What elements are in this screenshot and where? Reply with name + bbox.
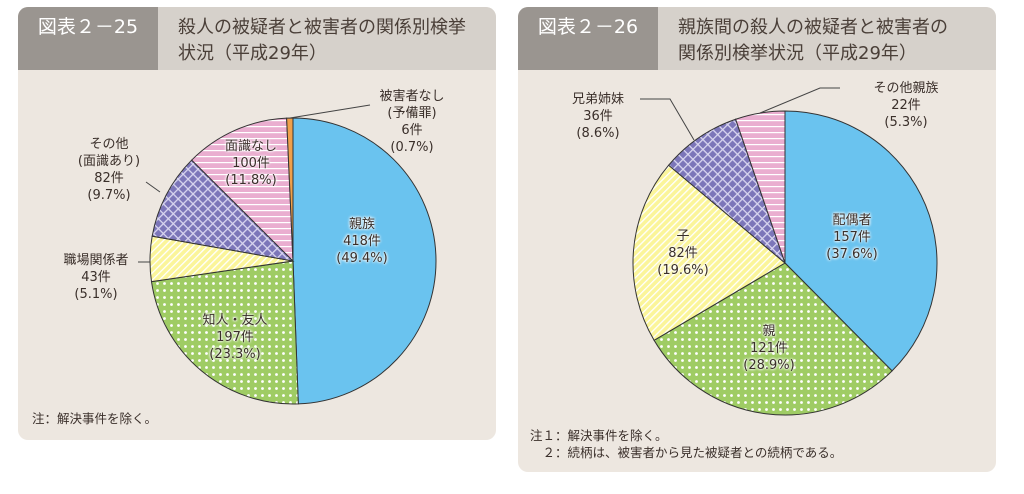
- slice-label-sonota: その他 (面識あり) 82件 (9.7%): [77, 137, 141, 203]
- pie-slice: [632, 164, 786, 341]
- pie-slice: [150, 260, 299, 405]
- pie-slice: [667, 118, 787, 265]
- slice-label-sonota-shinzoku: その他親族 22件 (5.3%): [873, 81, 939, 130]
- note: 注１：解決事件を除く。: [530, 428, 668, 443]
- pie-slice: [151, 159, 295, 262]
- pie-slice: [292, 117, 437, 405]
- chart-title: 親族間の殺人の被疑者と被害者の 関係別検挙状況（平成29年）: [678, 15, 986, 67]
- slice-label-shinzoku: 親族 418件 (49.4%): [336, 217, 388, 266]
- leader-line: [289, 104, 371, 119]
- note: ２：続柄は、被害者から見た被疑者との続柄である。: [530, 445, 843, 460]
- pie-slice: [653, 262, 893, 416]
- slice-label-higaishanashi: 被害者なし (予備罪) 6件 (0.7%): [379, 89, 445, 155]
- title-line: 殺人の被疑者と被害者の関係別検挙: [178, 17, 466, 38]
- slice-label-menshikinashi: 面識なし 100件 (11.8%): [224, 139, 278, 188]
- title-line: 関係別検挙状況（平成29年）: [678, 43, 917, 64]
- slice-label-ko: 子 82件 (19.6%): [657, 229, 709, 278]
- slice-label-shokuba: 職場関係者 43件 (5.1%): [63, 253, 129, 302]
- pie-slice: [735, 110, 786, 264]
- leader-line: [145, 181, 161, 193]
- slice-label-kyodai: 兄弟姉妹 36件 (8.6%): [571, 92, 625, 141]
- pie-2-25: [149, 117, 437, 405]
- leader-lines: [138, 87, 840, 263]
- slice-label-oya: 親 121件 (28.9%): [743, 324, 795, 373]
- slice-label-haigusha: 配偶者 157件 (37.6%): [826, 213, 878, 262]
- chart-title: 殺人の被疑者と被害者の関係別検挙 状況（平成29年）: [178, 15, 486, 67]
- title-line: 状況（平成29年）: [178, 43, 327, 64]
- note: 注：解決事件を除く。: [32, 411, 158, 426]
- pie-slice: [784, 110, 938, 372]
- title-line: 親族間の殺人の被疑者と被害者の: [678, 17, 948, 38]
- leader-line: [759, 87, 840, 114]
- figure-number: 図表２－25: [18, 7, 158, 70]
- pie-2-26: [632, 110, 938, 416]
- figure-number: 図表２－26: [518, 7, 658, 70]
- slice-label-chijin: 知人・友人 197件 (23.3%): [202, 313, 268, 362]
- leader-line: [640, 98, 695, 141]
- pie-slice: [190, 117, 294, 263]
